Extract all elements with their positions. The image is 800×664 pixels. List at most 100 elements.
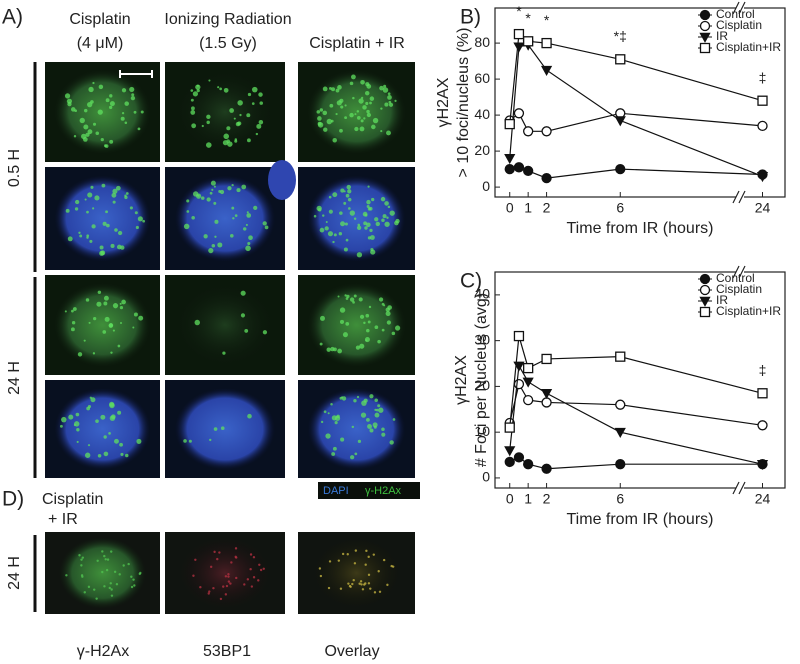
micrographs [45, 62, 415, 614]
focus [115, 583, 119, 586]
focus [338, 232, 343, 236]
focus [245, 245, 251, 252]
focus [124, 121, 128, 125]
column-header: Cisplatin + IR [309, 35, 405, 52]
marker [541, 397, 552, 408]
series-line [509, 363, 763, 465]
focus [227, 580, 231, 583]
focus [130, 575, 133, 578]
marker [615, 351, 626, 362]
focus [353, 562, 357, 565]
x-tick-label: 24 [755, 491, 771, 507]
column-header: Cisplatin [69, 11, 130, 28]
focus [81, 133, 87, 140]
marker [757, 120, 768, 132]
axis-break-gap [736, 485, 744, 491]
focus [219, 189, 225, 195]
focus [331, 452, 336, 456]
focus [332, 240, 335, 244]
focus [216, 557, 219, 561]
focus [70, 107, 76, 112]
focus [230, 561, 233, 564]
marker [540, 389, 553, 400]
legend-marker [699, 32, 711, 43]
focus [356, 252, 363, 258]
focus [367, 582, 371, 585]
focus [240, 290, 246, 296]
focus [92, 207, 95, 210]
focus [392, 418, 396, 421]
focus [76, 440, 79, 444]
focus [391, 331, 396, 336]
focus [217, 86, 220, 89]
focus [133, 584, 136, 587]
focus [234, 555, 237, 559]
focus [114, 228, 118, 232]
focus [90, 397, 96, 403]
focus [113, 570, 117, 574]
axis-break [732, 1, 740, 15]
focus [130, 95, 136, 101]
focus [65, 574, 68, 577]
focus [91, 224, 96, 229]
focus [192, 91, 199, 97]
focus [137, 216, 143, 222]
focus [109, 139, 114, 144]
axis-break [738, 190, 746, 204]
marker [615, 54, 626, 65]
focus [340, 437, 345, 442]
focus [117, 344, 121, 348]
focus [186, 199, 190, 203]
focus [88, 321, 91, 324]
focus [210, 180, 216, 186]
focus [197, 194, 200, 197]
focus [137, 127, 141, 131]
focus [337, 559, 341, 562]
focus [386, 130, 391, 136]
marker [615, 163, 626, 175]
focus [374, 325, 379, 330]
focus [110, 588, 113, 591]
focus [377, 404, 381, 408]
focus [339, 587, 343, 590]
condition-label: Cisplatin [42, 491, 103, 508]
focus [61, 416, 67, 423]
legend-marker [699, 296, 711, 307]
focus [92, 122, 97, 126]
focus [380, 130, 383, 133]
focus [191, 106, 195, 111]
focus [327, 231, 334, 237]
focus [97, 109, 103, 115]
focus [118, 573, 121, 576]
focus [258, 92, 263, 97]
nucleus [307, 175, 406, 262]
focus [347, 582, 350, 585]
focus [363, 117, 366, 120]
focus [136, 438, 142, 444]
focus [340, 221, 346, 227]
focus [352, 579, 355, 582]
legend-marker [699, 9, 711, 21]
focus [378, 297, 384, 302]
focus [382, 558, 386, 562]
focus [209, 438, 212, 442]
legend-marker [699, 306, 711, 318]
focus [366, 205, 370, 209]
focus [388, 102, 394, 107]
focus [121, 88, 127, 93]
focus [223, 87, 229, 93]
focus [226, 126, 231, 131]
marker [523, 36, 534, 47]
focus [247, 242, 251, 246]
focus [133, 312, 138, 317]
focus [384, 221, 390, 227]
focus [364, 226, 368, 230]
focus [337, 85, 342, 90]
focus [112, 329, 115, 332]
focus [360, 119, 364, 123]
focus [351, 425, 355, 429]
focus [86, 234, 90, 238]
focus [208, 247, 214, 254]
focus [119, 306, 124, 310]
